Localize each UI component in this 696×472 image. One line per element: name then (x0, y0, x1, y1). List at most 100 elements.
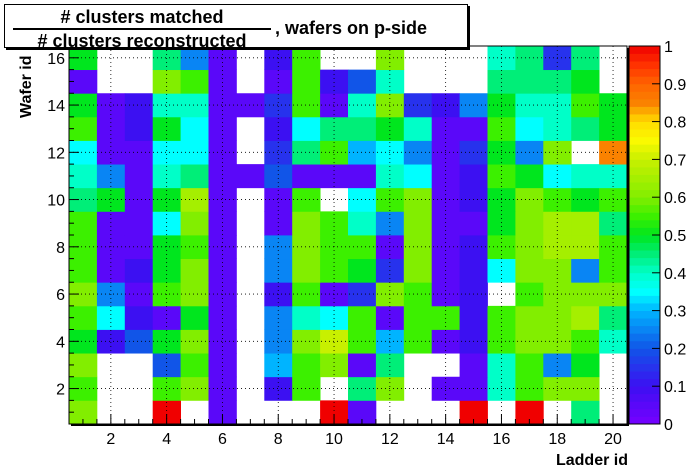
heatmap-cell (292, 235, 321, 260)
x-tick-label: 12 (381, 431, 399, 448)
heatmap-cell (264, 305, 293, 330)
heatmap-cell (348, 93, 377, 118)
heatmap-cell (264, 164, 293, 189)
colorbar-tick-label: 0.6 (664, 190, 686, 207)
heatmap-cell (180, 353, 209, 378)
heatmap-cell (487, 305, 516, 330)
colorbar-tick-label: 0.9 (664, 77, 686, 94)
title-suffix: , wafers on p-side (275, 18, 428, 38)
y-tick-label: 12 (47, 145, 65, 162)
heatmap-cell (180, 282, 209, 307)
heatmap-cell (543, 211, 572, 236)
heatmap-cell (403, 258, 433, 283)
heatmap-cell (599, 164, 628, 189)
colorbar-band (629, 348, 660, 357)
heatmap-cell (208, 140, 237, 165)
heatmap-cell (348, 69, 377, 94)
heatmap-cell (152, 116, 181, 141)
colorbar-band (629, 242, 660, 251)
heatmap-cell (543, 353, 572, 378)
colorbar-band (629, 114, 660, 122)
colorbar-band (629, 378, 660, 387)
colorbar-tick-label: 0.4 (664, 266, 686, 283)
heatmap-cell (543, 305, 572, 330)
heatmap-cell (236, 164, 265, 189)
colorbar-band (629, 61, 660, 70)
heatmap-cell (375, 93, 405, 118)
heatmap-cell (320, 305, 349, 330)
x-tick-label: 4 (162, 431, 171, 448)
heatmap-cell (403, 116, 433, 141)
heatmap-cell (543, 69, 572, 94)
x-tick-label: 8 (274, 431, 283, 448)
heatmap-cell (96, 164, 126, 189)
heatmap-cell (264, 187, 293, 212)
heatmap-cell (348, 353, 377, 378)
heatmap-cell (264, 353, 293, 378)
heatmap-cell (320, 140, 349, 165)
heatmap-cell (320, 116, 349, 141)
colorbar-band (629, 371, 660, 380)
heatmap-cell (124, 258, 154, 283)
heatmap-cell (375, 329, 405, 354)
colorbar-band (629, 106, 660, 115)
colorbar-band (629, 46, 660, 54)
chart-title-box: # clusters matched # clusters reconstruc… (4, 4, 468, 50)
y-tick-label: 16 (47, 51, 65, 68)
heatmap-cell (459, 211, 488, 236)
heatmap-cell (96, 211, 126, 236)
heatmap-cell (375, 235, 405, 260)
heatmap-cell (599, 305, 628, 330)
colorbar-band (629, 98, 660, 107)
heatmap-cell (292, 305, 321, 330)
colorbar-band (629, 295, 660, 304)
heatmap-cell (292, 46, 321, 71)
heatmap-cell (487, 164, 516, 189)
colorbar-band (629, 189, 660, 198)
heatmap-cell (208, 69, 237, 94)
colorbar-band (629, 257, 660, 266)
heatmap-cell (152, 376, 181, 401)
heatmap-cell (152, 305, 181, 330)
heatmap-cell (124, 164, 154, 189)
heatmap-cell (292, 258, 321, 283)
heatmap-cell (152, 140, 181, 165)
colorbar-tick-label: 1 (664, 39, 673, 56)
heatmap-cell (348, 235, 377, 260)
colorbar-band (629, 318, 660, 327)
heatmap-cell (431, 211, 460, 236)
heatmap-cell (208, 164, 237, 189)
colorbar-tick-label: 0.8 (664, 115, 686, 132)
colorbar-band (629, 129, 660, 138)
heatmap-cell (292, 376, 321, 401)
colorbar-band (629, 355, 660, 364)
heatmap-cell (459, 116, 488, 141)
heatmap-cell (348, 187, 377, 212)
heatmap-cell (180, 258, 209, 283)
colorbar-tick-label: 0.5 (664, 228, 686, 245)
heatmap-cell (348, 164, 377, 189)
heatmap-cell (208, 305, 237, 330)
heatmap-cell (459, 164, 488, 189)
heatmap-cell (180, 140, 209, 165)
colorbar-band (629, 280, 660, 289)
heatmap-cell (96, 305, 126, 330)
colorbar-band (629, 53, 660, 62)
heatmap-cell (264, 69, 293, 94)
heatmap-cell (348, 305, 377, 330)
heatmap-cell (515, 353, 544, 378)
colorbar-band (629, 182, 660, 191)
heatmap-cell (459, 258, 488, 283)
heatmap-cell (292, 140, 321, 165)
colorbar-band (629, 151, 660, 160)
heatmap-cell (375, 305, 405, 330)
x-tick-label: 6 (218, 431, 227, 448)
heatmap-cell (375, 69, 405, 94)
x-tick-label: 2 (106, 431, 115, 448)
colorbar-band (629, 250, 660, 259)
colorbar-band (629, 333, 660, 342)
heatmap-cell (403, 164, 433, 189)
colorbar-band (629, 265, 660, 274)
colorbar-band (629, 401, 660, 410)
heatmap-cell (236, 93, 265, 118)
